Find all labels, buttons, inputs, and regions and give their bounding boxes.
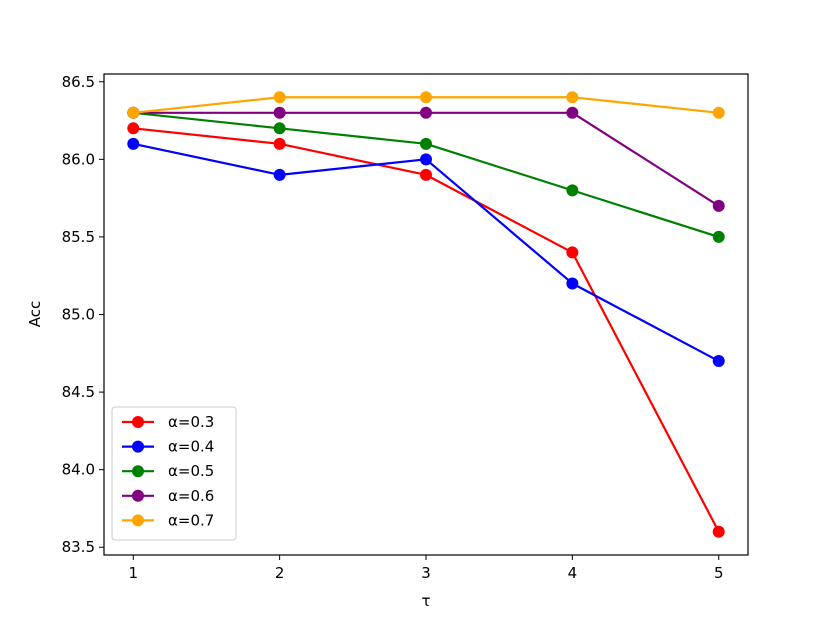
data-point — [420, 137, 432, 150]
data-point — [273, 168, 286, 181]
data-point — [566, 106, 579, 119]
legend-label: α=0.5 — [168, 462, 214, 480]
y-tick-label: 85.5 — [62, 228, 95, 246]
series-2 — [127, 137, 725, 368]
legend-item: α=0.3 — [122, 413, 214, 431]
y-tick-label: 85.0 — [62, 306, 95, 324]
y-axis-label: Acc — [26, 301, 44, 328]
y-tick-label: 84.5 — [62, 383, 95, 401]
data-point — [566, 246, 579, 259]
data-point — [566, 184, 579, 197]
data-point — [273, 122, 286, 135]
legend-label: α=0.4 — [168, 438, 214, 456]
y-tick-label: 86.0 — [62, 150, 95, 168]
series-1 — [127, 122, 725, 538]
series-layer — [127, 91, 725, 538]
x-tick-label: 5 — [714, 564, 724, 582]
data-point — [420, 91, 432, 104]
data-point — [566, 91, 579, 104]
legend-box — [111, 406, 237, 541]
data-point — [712, 230, 725, 243]
legend-label: α=0.3 — [168, 413, 214, 431]
data-point — [273, 137, 286, 150]
x-axis-ticks: 1 2 3 4 5 — [128, 555, 724, 582]
legend: α=0.3 α=0.4 α=0.5 α=0.6 α=0.7 — [111, 406, 237, 541]
legend-item: α=0.4 — [122, 438, 214, 456]
series-5 — [127, 91, 725, 119]
x-tick-label: 4 — [568, 564, 578, 582]
x-tick-label: 3 — [421, 564, 431, 582]
legend-item: α=0.7 — [122, 511, 214, 529]
data-point — [566, 277, 579, 290]
legend-marker — [132, 514, 144, 527]
legend-marker — [132, 465, 144, 478]
legend-item: α=0.6 — [122, 487, 214, 505]
x-axis-label: τ — [421, 592, 430, 610]
y-axis-ticks: 83.5 84.0 84.5 85.0 85.5 86.0 86.5 — [62, 73, 104, 556]
y-tick-label: 83.5 — [62, 538, 95, 556]
data-point — [420, 168, 432, 181]
legend-item: α=0.5 — [122, 462, 214, 480]
legend-marker — [132, 416, 144, 428]
data-point — [127, 106, 140, 119]
data-point — [127, 137, 140, 150]
y-tick-label: 86.5 — [62, 73, 95, 91]
y-tick-label: 84.0 — [62, 461, 95, 479]
legend-marker — [132, 489, 144, 502]
data-point — [712, 106, 725, 119]
x-tick-label: 1 — [128, 564, 138, 582]
data-point — [273, 106, 286, 119]
legend-marker — [132, 440, 144, 453]
legend-label: α=0.7 — [168, 511, 214, 529]
x-tick-label: 2 — [275, 564, 285, 582]
data-point — [712, 525, 725, 538]
legend-label: α=0.6 — [168, 487, 214, 505]
data-point — [712, 199, 725, 212]
data-point — [420, 106, 432, 119]
data-point — [420, 153, 432, 166]
data-point — [712, 355, 725, 368]
data-point — [127, 122, 140, 135]
data-point — [273, 91, 286, 104]
